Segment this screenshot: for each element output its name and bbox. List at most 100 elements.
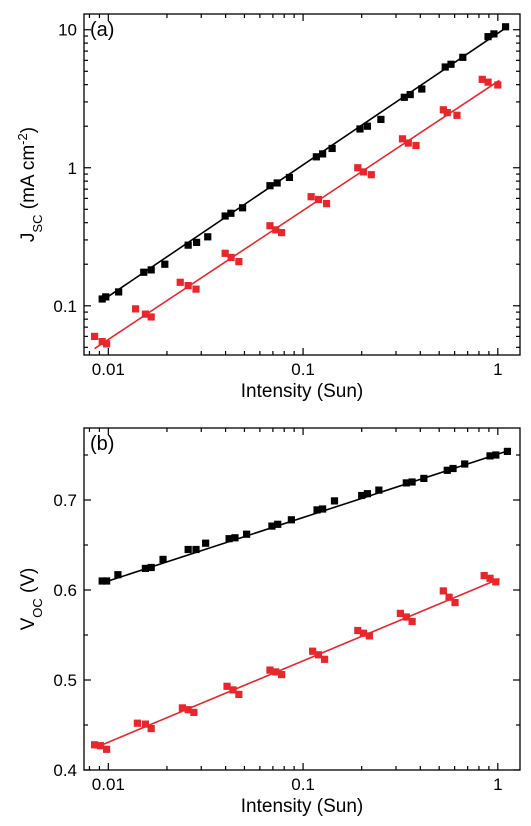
panel-b-series-2-point bbox=[321, 655, 329, 663]
panel-b-series-2-point bbox=[402, 613, 410, 621]
panel-b-y-axis-title-main: V bbox=[18, 617, 39, 630]
panel-a-series-2-point bbox=[184, 282, 192, 290]
panel-a-series-1-point bbox=[184, 241, 192, 249]
panel-a-series-1-point bbox=[102, 293, 110, 301]
panel-b-series-2-point bbox=[229, 686, 237, 694]
panel-a-y-axis-title-unit: (mA cm bbox=[18, 145, 39, 215]
panel-a-y-tick-label: 10 bbox=[58, 21, 77, 40]
panel-b-series-1-point bbox=[103, 577, 111, 585]
panel-b-series-2-point bbox=[278, 671, 286, 679]
panel-b-series-2-point bbox=[90, 741, 99, 749]
panel-a-series-1-point bbox=[441, 63, 449, 71]
panel-b-series-2-point bbox=[439, 587, 447, 595]
panel-a-chart: 0.01 0.1 1 0.1 1 10 Intensity (Sun) JSC (mA cm-… bbox=[15, 13, 521, 402]
panel-a-series-1-point bbox=[363, 122, 372, 130]
panel-b-series-1-point bbox=[184, 545, 192, 554]
panel-a-series-1-point bbox=[406, 90, 414, 99]
panel-a-series-1-point bbox=[377, 115, 385, 124]
panel-b-chart: 0.01 0.1 1 0.4 0.5 0.6 0.7 Intensity (Sun) VOC (… bbox=[18, 427, 521, 817]
panel-a-series-1 bbox=[98, 23, 510, 303]
panel-a-y-axis-title-close: ) bbox=[18, 127, 39, 133]
panel-a-series-2-point bbox=[307, 193, 315, 201]
panel-b-series-1-point bbox=[313, 506, 321, 514]
panel-a-panel-label: (a) bbox=[90, 19, 114, 41]
panel-a-series-2 bbox=[90, 75, 502, 350]
panel-a-series-2-point bbox=[367, 171, 375, 179]
panel-b-series-2-point bbox=[309, 647, 317, 655]
panel-b-series-1-point bbox=[147, 563, 155, 572]
panel-a-series-2-point bbox=[453, 111, 461, 119]
panel-a-series-2-point bbox=[359, 168, 367, 176]
panel-b-series-1-point bbox=[98, 577, 106, 585]
panel-b-panel-label: (b) bbox=[90, 433, 114, 455]
panel-b-series-1-point bbox=[420, 474, 428, 482]
panel-a-series-1-point bbox=[204, 233, 212, 241]
panel-b-series-2-point bbox=[178, 704, 186, 712]
panel-b-plot-frame bbox=[83, 427, 521, 771]
panel-a-series-1-point bbox=[147, 266, 155, 274]
panel-a-x-tick-label: 0.01 bbox=[92, 360, 125, 379]
panel-b-series-2-point bbox=[103, 745, 111, 753]
panel-b-series-1-point bbox=[225, 535, 233, 543]
panel-b-series-2-point bbox=[96, 742, 104, 750]
panel-a-series-2-fit-line bbox=[94, 79, 500, 350]
panel-a-series-2-point bbox=[266, 222, 274, 230]
panel-a-series-2-point bbox=[131, 305, 140, 313]
panel-b-series-1 bbox=[98, 447, 511, 585]
panel-b-series-1-point bbox=[330, 497, 339, 505]
panel-b-series-1-point bbox=[274, 520, 282, 528]
panel-a-series-1-point bbox=[418, 85, 426, 93]
panel-b-series-1-point bbox=[114, 571, 122, 579]
panel-b-x-axis-title: Intensity (Sun) bbox=[241, 796, 364, 817]
panel-b-series-1-point bbox=[287, 516, 295, 524]
panel-b-series-1-point bbox=[268, 522, 276, 530]
panel-a-series-2-point bbox=[98, 338, 106, 346]
panel-a-series-2-point bbox=[412, 141, 420, 150]
panel-a-series-1-point bbox=[319, 150, 327, 158]
panel-a-series-2-point bbox=[314, 195, 323, 204]
panel-b-series-1-point bbox=[486, 452, 494, 460]
panel-b-series-2-point bbox=[190, 708, 198, 716]
panel-a-series-1-point bbox=[140, 268, 148, 276]
panel-a-series-1-point bbox=[328, 144, 336, 153]
panel-a-series-2-point bbox=[176, 278, 184, 286]
panel-b-y-axis-title-unit: (V) bbox=[18, 568, 39, 599]
panel-b-series-1-point bbox=[408, 478, 416, 486]
panel-a-series-1-point bbox=[459, 53, 467, 61]
panel-b-series-2-point bbox=[235, 690, 243, 698]
panel-a-series-1-point bbox=[221, 212, 229, 220]
panel-a-series-2-point bbox=[439, 106, 447, 114]
panel-a-y-axis-title-sup: -2 bbox=[15, 133, 30, 145]
panel-b-series-2-point bbox=[266, 666, 274, 674]
panel-b-series-1-point bbox=[358, 491, 366, 500]
panel-a-series-2-point bbox=[404, 139, 412, 147]
panel-a-series-2-point bbox=[478, 75, 486, 83]
panel-b-series-1-point bbox=[319, 505, 327, 513]
panel-a-series-1-point bbox=[161, 260, 169, 268]
panel-b-series-1-fit-line bbox=[101, 450, 508, 585]
panel-b-series-2-fit-line bbox=[94, 578, 500, 749]
panel-b-series-2-point bbox=[492, 578, 500, 586]
panel-a-series-2-point bbox=[235, 257, 243, 266]
panel-b-series-2-point bbox=[133, 719, 141, 727]
panel-a-series-1-point bbox=[356, 125, 364, 133]
panel-b-y-tick-label: 0.7 bbox=[53, 491, 77, 510]
panel-b-series-2-point bbox=[272, 668, 280, 676]
panel-b-y-tick-label: 0.5 bbox=[53, 671, 77, 690]
panel-a-plot-frame bbox=[83, 13, 521, 356]
panel-a-x-axis-title: Intensity (Sun) bbox=[241, 381, 364, 402]
panel-a-series-1-fit-line bbox=[100, 26, 508, 302]
panel-a-series-2-point bbox=[272, 226, 280, 234]
panel-b-series-1-point bbox=[443, 466, 451, 474]
panel-a-x-tick-label: 0.1 bbox=[291, 360, 315, 379]
panel-a-series-1-point bbox=[447, 60, 455, 68]
panel-b-series-2-point bbox=[354, 626, 362, 635]
panel-a-series-1-point bbox=[285, 173, 294, 182]
panel-a-tick-marks bbox=[84, 14, 520, 355]
panel-b-tick-marks bbox=[84, 428, 520, 771]
panel-b-series-2-point bbox=[451, 599, 459, 607]
panel-b-series-1-point bbox=[363, 490, 372, 498]
panel-a-series-2-point bbox=[147, 313, 155, 321]
panel-b-series-2-point bbox=[314, 651, 323, 659]
panel-a-series-2-point bbox=[221, 249, 229, 257]
